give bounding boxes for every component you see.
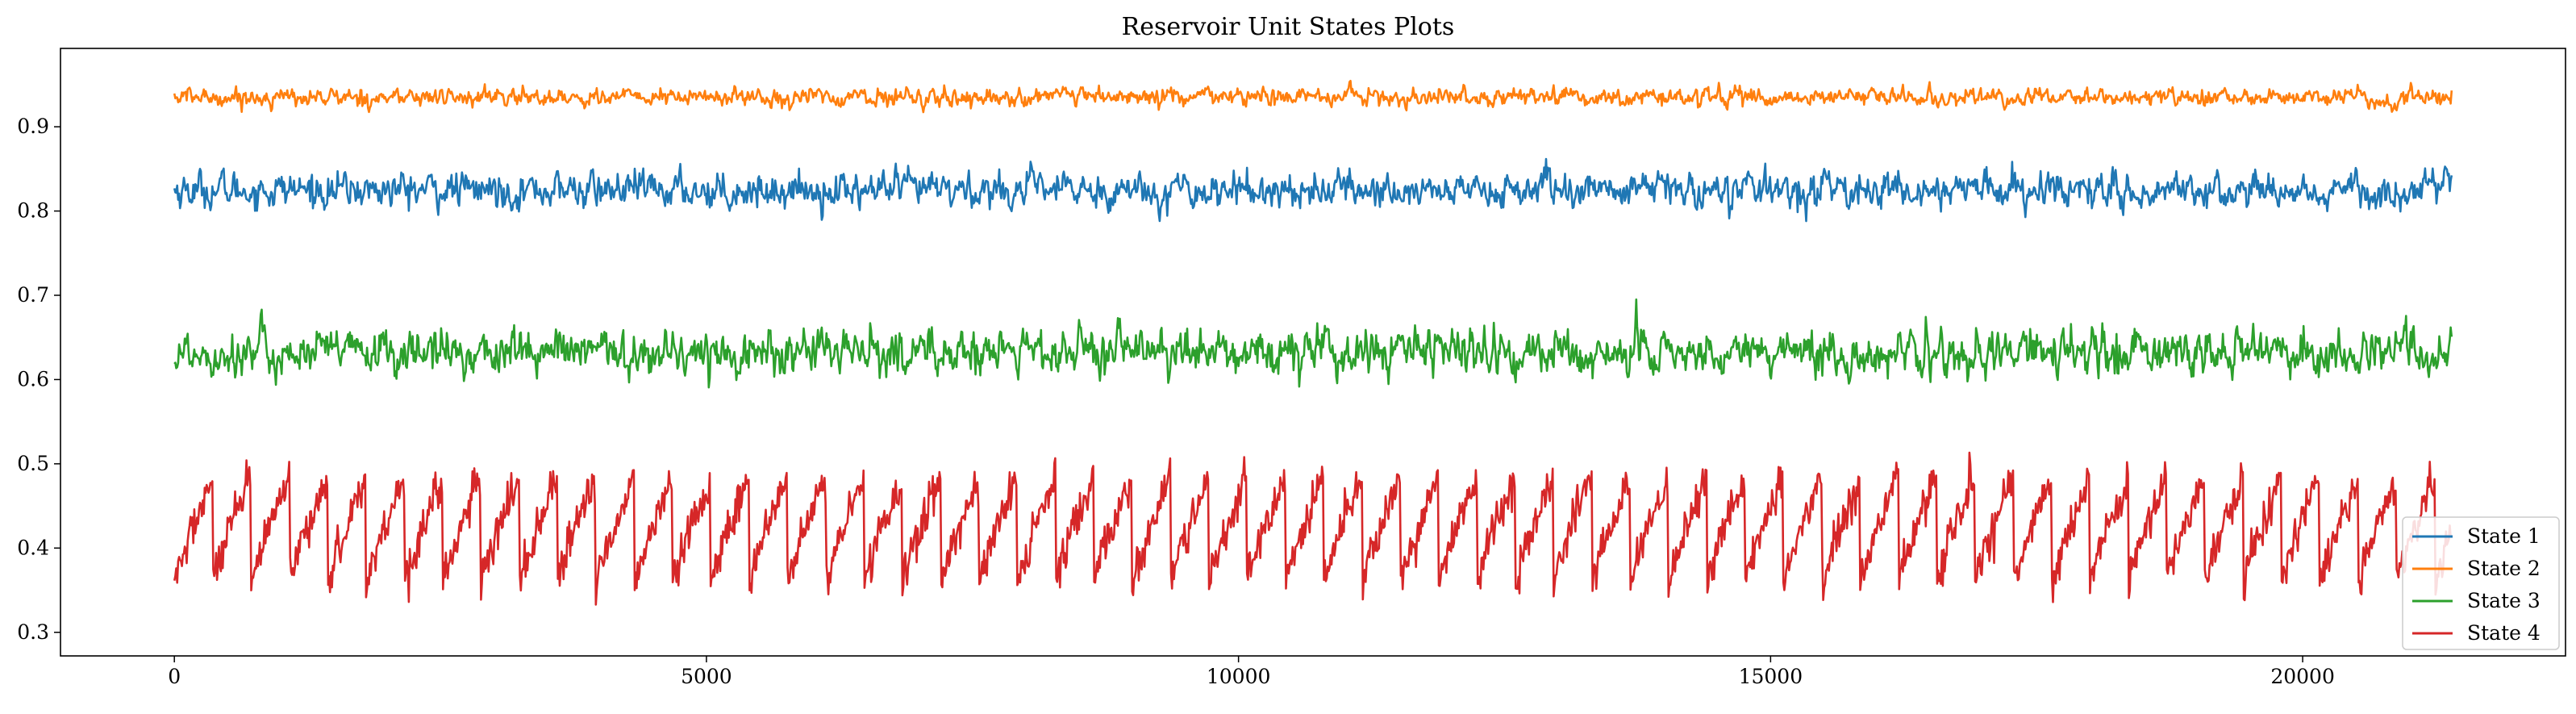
legend: State 1 State 2 State 3 State 4 (2402, 516, 2560, 650)
x-tick-label-3: 15000 (1739, 665, 1803, 688)
y-tick-label-6: 0.9 (17, 115, 49, 138)
x-tick-label-2: 10000 (1207, 665, 1271, 688)
y-tick-label-2: 0.5 (17, 452, 49, 475)
y-tick-label-3: 0.6 (17, 367, 49, 390)
y-tick-label-5: 0.8 (17, 199, 49, 223)
legend-label-1: State 1 (2467, 524, 2541, 548)
x-tick-label-0: 0 (168, 665, 181, 688)
x-tick-label-4: 20000 (2270, 665, 2335, 688)
y-tick-label-4: 0.7 (17, 283, 49, 307)
x-axis: 0 5000 10000 15000 20000 (168, 656, 2335, 688)
series-layer (173, 79, 2453, 606)
legend-label-2: State 2 (2467, 557, 2541, 580)
y-tick-label-1: 0.4 (17, 536, 49, 559)
legend-frame (2402, 516, 2560, 650)
plot-frame (60, 48, 2566, 657)
legend-label-3: State 3 (2467, 589, 2541, 612)
series-line-4 (173, 451, 2453, 606)
y-axis: 0.3 0.4 0.5 0.6 0.7 0.8 0.9 (17, 115, 60, 644)
series-line-3 (173, 298, 2453, 389)
chart-title: Reservoir Unit States Plots (1122, 13, 1455, 41)
legend-label-4: State 4 (2467, 621, 2541, 645)
y-tick-label-0: 0.3 (17, 620, 49, 644)
series-line-1 (173, 157, 2453, 223)
x-tick-label-1: 5000 (681, 665, 732, 688)
series-line-2 (173, 79, 2453, 114)
